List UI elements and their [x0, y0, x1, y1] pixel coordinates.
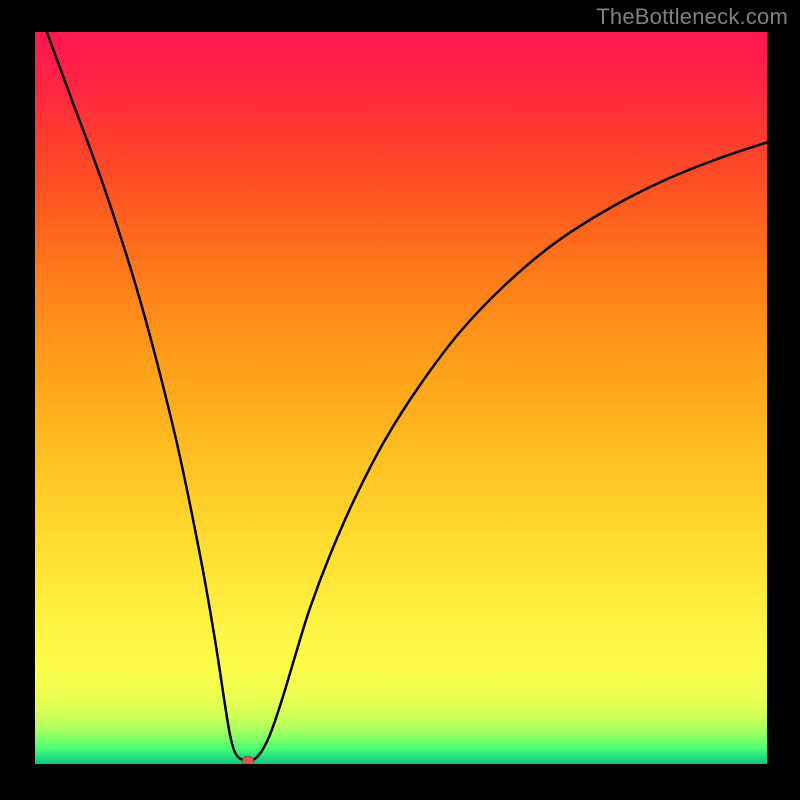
chart-curve-layer — [35, 32, 767, 764]
plot-area — [35, 32, 767, 764]
v-curve — [35, 32, 767, 762]
minimum-marker — [242, 756, 254, 764]
watermark-text: TheBottleneck.com — [596, 4, 788, 30]
